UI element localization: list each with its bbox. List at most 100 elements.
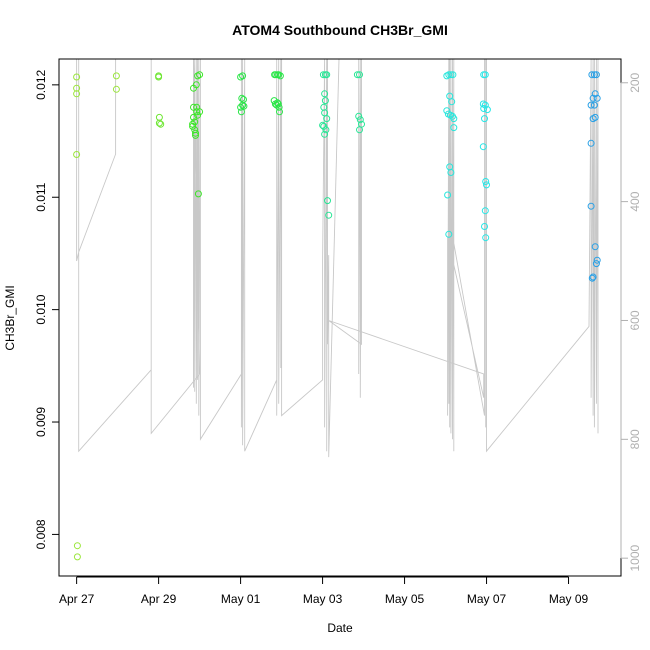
y-tick-label: 0.009 — [34, 407, 48, 437]
data-point — [353, 71, 361, 79]
data-point — [323, 71, 331, 79]
x-axis-label: Date — [327, 621, 353, 635]
data-point — [194, 111, 202, 119]
data-point — [190, 103, 197, 111]
data-point — [321, 97, 329, 105]
data-point — [591, 113, 599, 121]
data-point — [237, 103, 245, 111]
data-point — [444, 191, 452, 199]
data-point — [73, 90, 81, 98]
data-point — [155, 119, 163, 127]
pressure-trace — [76, 58, 599, 458]
data-point — [274, 99, 281, 107]
data-point — [275, 71, 283, 79]
data-point — [450, 124, 458, 132]
data-point — [237, 108, 245, 116]
data-point — [587, 139, 595, 147]
data-point — [112, 72, 120, 80]
right-tick-label: 400 — [628, 191, 642, 211]
x-axis: Apr 27 Apr 29 May 01 May 03 May 05 May 07 May … — [59, 576, 589, 606]
data-point — [191, 118, 199, 126]
data-point — [443, 107, 451, 115]
data-point — [588, 71, 596, 79]
x-tick-label: May 05 — [385, 592, 425, 606]
data-point — [73, 151, 81, 158]
x-tick-label: Apr 27 — [59, 592, 95, 606]
data-point — [591, 90, 599, 98]
x-tick-label: May 09 — [549, 592, 589, 606]
data-point — [240, 102, 248, 110]
y-tick-label: 0.008 — [34, 519, 48, 549]
data-point — [73, 73, 81, 81]
plot-frame — [58, 58, 622, 577]
data-point — [193, 108, 201, 116]
right-tick-label: 200 — [628, 72, 642, 92]
data-point — [276, 108, 283, 116]
data-point — [591, 243, 599, 251]
data-point — [356, 126, 363, 134]
data-point — [319, 71, 327, 79]
data-point — [321, 90, 329, 98]
data-point — [483, 181, 490, 189]
data-point — [319, 121, 327, 129]
data-point — [445, 230, 453, 238]
data-point — [325, 211, 333, 219]
data-point — [587, 101, 595, 109]
data-point — [592, 71, 600, 79]
right-tick-label: 800 — [628, 429, 642, 449]
data-point — [482, 234, 490, 242]
pressure-line — [76, 58, 599, 458]
data-point — [481, 71, 489, 79]
data-point — [73, 542, 81, 550]
data-point — [155, 113, 163, 121]
data-point — [196, 71, 204, 79]
data-point — [448, 98, 456, 106]
data-point — [356, 116, 364, 124]
data-point — [155, 73, 163, 81]
data-point — [588, 274, 596, 282]
data-point — [479, 143, 487, 151]
data-point — [196, 108, 204, 116]
data-point — [481, 207, 489, 215]
y-axis-label: CH3Br_GMI — [3, 285, 17, 350]
data-point — [112, 85, 120, 93]
y-axis: 0.008 0.009 0.010 0.011 0.012 — [34, 70, 60, 549]
data-point — [483, 106, 491, 114]
data-point — [482, 178, 490, 185]
data-point — [447, 71, 455, 79]
data-point — [593, 94, 601, 102]
data-point — [189, 122, 197, 130]
data-point — [323, 115, 331, 123]
data-point — [320, 122, 328, 130]
right-tick-label: 600 — [628, 310, 642, 330]
data-point — [239, 72, 247, 80]
data-point — [157, 120, 165, 128]
data-point — [324, 197, 331, 205]
data-point — [240, 96, 247, 103]
right-axis: 200 400 600 800 1000 — [620, 72, 642, 572]
data-point — [356, 71, 363, 79]
data-point — [592, 260, 600, 268]
x-tick-label: May 07 — [467, 592, 507, 606]
data-point — [481, 223, 488, 230]
data-point — [587, 202, 595, 210]
data-point — [589, 94, 597, 102]
data-point — [450, 115, 458, 123]
data-points — [73, 71, 601, 561]
data-point — [481, 101, 489, 109]
data-point — [73, 553, 81, 561]
data-point — [275, 103, 283, 111]
data-point — [190, 113, 197, 121]
data-point — [590, 101, 598, 109]
x-tick-label: May 03 — [303, 592, 343, 606]
x-tick-label: May 01 — [221, 592, 261, 606]
right-tick-label: 1000 — [628, 545, 642, 572]
data-point — [589, 273, 597, 281]
y-tick-label: 0.011 — [34, 182, 48, 211]
y-tick-label: 0.012 — [34, 70, 48, 100]
data-point — [322, 126, 330, 134]
data-point — [238, 94, 246, 102]
data-point — [481, 115, 488, 123]
data-point — [192, 81, 200, 89]
